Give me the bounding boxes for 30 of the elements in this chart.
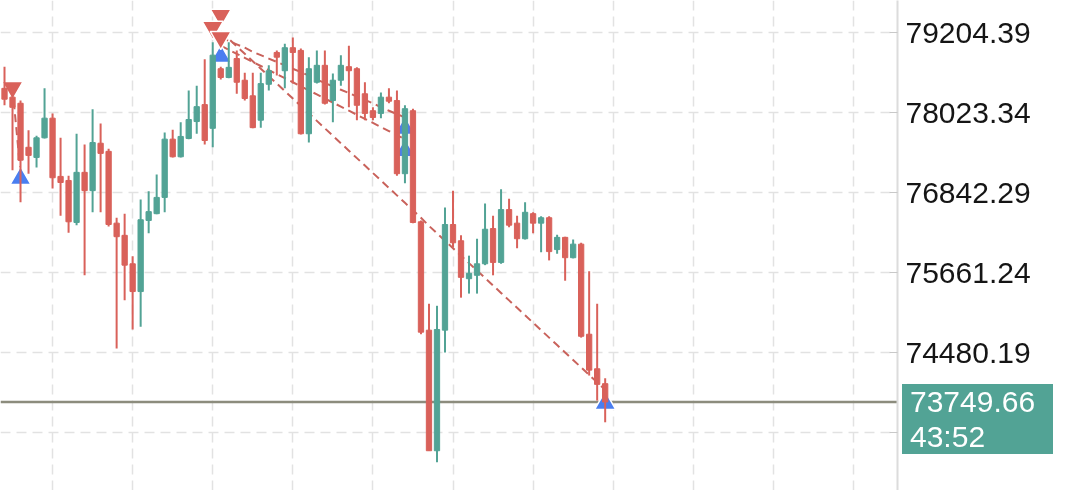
- candlestick: [337, 54, 345, 87]
- candlestick: [265, 64, 272, 92]
- candlestick: [273, 49, 280, 77]
- y-tick-label: 76842.29: [905, 175, 1031, 209]
- candlestick: [513, 214, 521, 250]
- candlestick: [505, 197, 513, 229]
- candlestick: [594, 302, 601, 402]
- candlestick: [602, 377, 609, 424]
- candlestick: [289, 36, 296, 85]
- y-tick-label: 79204.39: [905, 15, 1031, 49]
- candlestick: [169, 128, 176, 159]
- y-tick-label: 75661.24: [905, 255, 1031, 289]
- candlestick: [377, 91, 385, 120]
- candlestick: [81, 143, 88, 277]
- candlestick: [313, 49, 320, 85]
- candlestick: [225, 41, 232, 80]
- candlestick: [361, 81, 369, 122]
- candlestick: [465, 254, 473, 295]
- y-tick-label: 74480.19: [905, 335, 1031, 369]
- y-tick-label: 78023.34: [905, 95, 1031, 129]
- candlestick: [281, 42, 288, 90]
- candlestick: [537, 215, 545, 254]
- candlestick: [561, 235, 569, 282]
- ref-line-label: 73749.66 43:52: [902, 384, 1053, 454]
- candlestick: [345, 44, 353, 109]
- candlestick: [529, 211, 537, 235]
- candlestick: [449, 189, 457, 249]
- candlestick: [553, 233, 561, 255]
- candlestick: [329, 72, 337, 124]
- candlestick: [473, 237, 481, 295]
